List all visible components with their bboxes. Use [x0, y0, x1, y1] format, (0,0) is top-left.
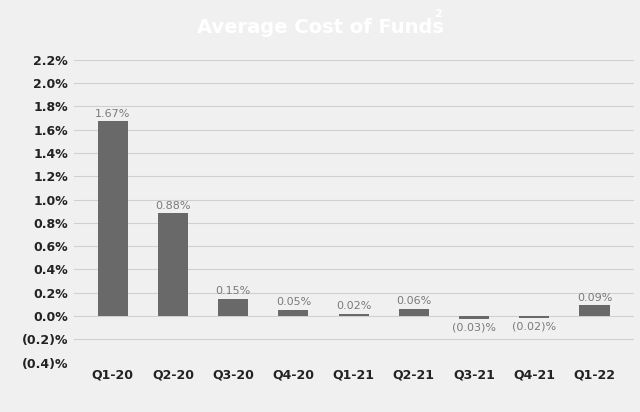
Text: Average Cost of Funds: Average Cost of Funds [196, 18, 444, 37]
Bar [459, 316, 489, 319]
Bar [278, 310, 308, 316]
Text: 0.02%: 0.02% [336, 301, 371, 311]
Text: 0.88%: 0.88% [156, 201, 191, 211]
Bar [519, 316, 549, 318]
Bar [339, 314, 369, 316]
Bar [399, 309, 429, 316]
Bar [218, 299, 248, 316]
Text: 1.67%: 1.67% [95, 108, 131, 119]
Text: 2: 2 [434, 9, 442, 19]
Text: (0.03)%: (0.03)% [452, 322, 496, 332]
Bar [158, 213, 188, 316]
Bar [98, 122, 128, 316]
Text: 0.06%: 0.06% [396, 296, 431, 306]
Text: 0.09%: 0.09% [577, 293, 612, 302]
Text: 0.15%: 0.15% [216, 286, 251, 295]
Bar [579, 305, 609, 316]
Text: (0.02)%: (0.02)% [512, 321, 556, 331]
Text: 0.05%: 0.05% [276, 297, 311, 307]
